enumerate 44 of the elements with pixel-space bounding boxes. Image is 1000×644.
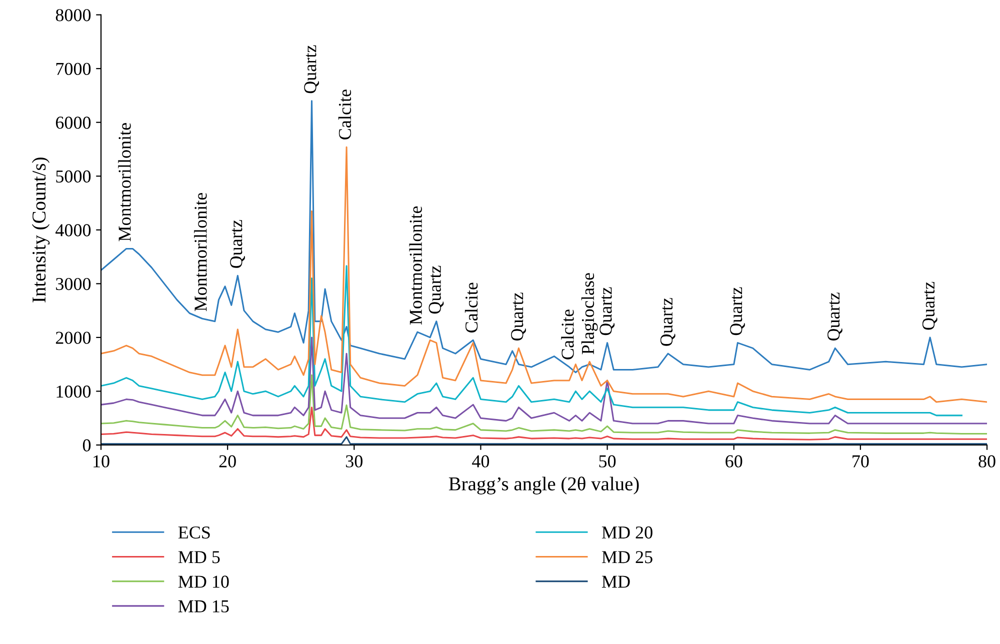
annotation: Quartz xyxy=(304,45,320,94)
annotation: Calcite xyxy=(464,282,478,332)
y-tick-label: 2000 xyxy=(56,332,91,344)
x-tick-label: 10 xyxy=(94,455,110,468)
annotation: Quartz xyxy=(730,287,745,336)
annotation: Quartz xyxy=(511,292,526,341)
x-tick-label: 50 xyxy=(599,455,616,468)
legend-label: MD xyxy=(602,576,630,588)
annotation: Quartz xyxy=(660,298,676,346)
annotation: Calcite xyxy=(338,90,352,140)
annotation: Quartz xyxy=(828,292,842,341)
x-tick-label: 60 xyxy=(726,455,742,468)
x-tick-label: 70 xyxy=(852,455,869,468)
y-tick-label: 5000 xyxy=(56,170,91,183)
x-tick-label: 30 xyxy=(346,455,362,468)
y-tick-label: 6000 xyxy=(56,116,91,129)
y-axis-title: Intensity (Count/s) xyxy=(32,158,50,302)
legend-label: MD 20 xyxy=(602,526,652,539)
annotation: Montmorillonite xyxy=(194,192,207,312)
annotation: Montmorillonite xyxy=(118,123,131,242)
y-tick-label: 7000 xyxy=(56,62,91,76)
y-tick-label: 4000 xyxy=(56,224,91,236)
annotation: Quartz xyxy=(600,287,615,336)
y-tick-label: 1000 xyxy=(56,385,91,398)
line-series xyxy=(101,406,987,440)
annotation: Quartz xyxy=(230,220,245,268)
y-tick-label: 0 xyxy=(82,439,91,452)
x-tick-label: 20 xyxy=(219,455,236,468)
annotation: Calcite xyxy=(561,310,574,360)
y-tick-label: 3000 xyxy=(56,278,91,290)
legend-label: MD 5 xyxy=(178,551,220,564)
legend-label: MD 10 xyxy=(178,576,229,588)
annotation: Plagioclase xyxy=(581,273,598,354)
annotation: Montmorillonite xyxy=(409,206,422,325)
annotation: Quartz xyxy=(428,266,444,314)
x-axis-title: Bragg’s angle (2θ value) xyxy=(448,476,639,494)
legend-label: MD 15 xyxy=(178,600,229,612)
line-series xyxy=(101,374,987,434)
annotation: Quartz xyxy=(922,282,938,330)
legend-label: MD 25 xyxy=(602,551,652,564)
legend-label: ECS xyxy=(178,526,210,539)
x-tick-label: 80 xyxy=(978,455,996,468)
x-tick-label: 40 xyxy=(472,455,490,468)
y-tick-label: 8000 xyxy=(56,9,91,22)
